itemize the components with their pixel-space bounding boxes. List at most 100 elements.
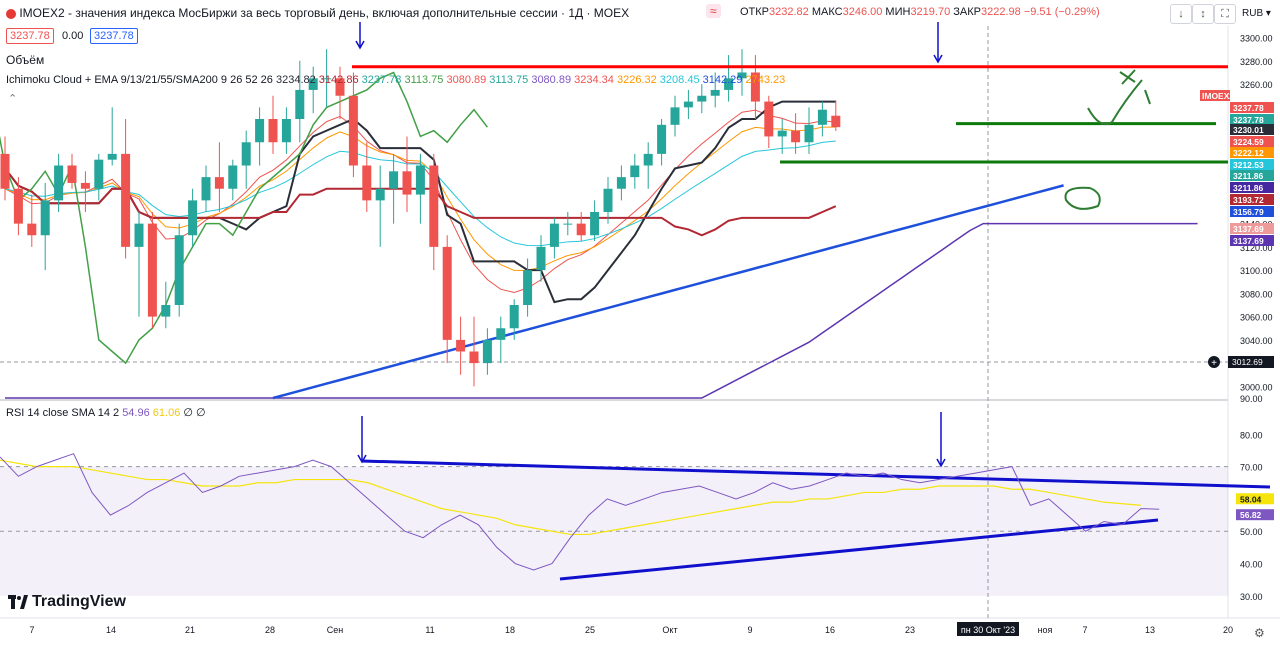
candle-body xyxy=(737,72,747,79)
ohlc-readout: ОТКР3232.82 МАКС3246.00 МИН3219.70 ЗАКР3… xyxy=(740,6,1100,18)
ichimoku-legend-value: 3113.75 xyxy=(486,74,529,86)
rsi-tag-label: 56.82 xyxy=(1240,510,1262,520)
symbol-header[interactable]: IMOEX2 - значения индекса МосБиржи за ве… xyxy=(6,6,629,20)
rsi-tag-label: 58.04 xyxy=(1240,494,1262,504)
tradingview-logo[interactable]: TradingView xyxy=(8,593,126,611)
rsi-axis-label: 70.00 xyxy=(1240,463,1263,473)
ichimoku-legend-value: 3234.82 xyxy=(275,74,316,86)
ichimoku-legend: Ichimoku Cloud + EMA 9/13/21/55/SMA200 9… xyxy=(6,74,785,86)
cursor-price-label: 3012.69 xyxy=(1232,357,1263,367)
currency-select[interactable]: RUB ▾ xyxy=(1242,8,1271,19)
candle-body xyxy=(255,119,265,143)
open-value: 3232.82 xyxy=(769,6,809,18)
price-axis-label: 3000.00 xyxy=(1240,382,1273,392)
cloud-span-b xyxy=(5,222,1198,399)
candle-body xyxy=(670,107,680,125)
candle-body xyxy=(121,153,131,247)
candle-body xyxy=(683,101,693,108)
candle-body xyxy=(27,223,37,236)
high-value: 3246.00 xyxy=(842,6,883,18)
price-tag-box xyxy=(1230,206,1274,217)
candle-body xyxy=(241,142,251,166)
candle-body xyxy=(429,165,439,247)
ichimoku-legend-value: 3208.45 xyxy=(656,74,700,86)
ichimoku-legend-values: 3234.82 3142.86 3237.78 3113.75 3080.89 … xyxy=(276,74,785,86)
close-label: ЗАКР xyxy=(953,6,981,18)
price-tag-label: 3212.53 xyxy=(1233,160,1264,170)
rsi-axis-label: 50.00 xyxy=(1240,527,1263,537)
candle-body xyxy=(0,153,10,189)
rsi-legend-sma-value: 61.06 xyxy=(152,407,181,419)
candle-body xyxy=(335,78,345,96)
arrow-head xyxy=(936,458,946,468)
candle-body xyxy=(214,177,224,189)
candle-body xyxy=(375,188,385,201)
price-tag-label: 3156.79 xyxy=(1233,207,1264,217)
time-axis-label: Сен xyxy=(327,625,344,635)
ichimoku-legend-name: Ichimoku Cloud + EMA 9/13/21/55/SMA200 9… xyxy=(6,74,273,86)
time-axis-label: 16 xyxy=(825,625,835,635)
tradingview-mark-icon xyxy=(8,594,28,609)
collapse-chevron-icon[interactable]: ⌃ xyxy=(8,93,18,105)
candle-body xyxy=(228,165,238,189)
candle-body xyxy=(657,124,667,154)
scale-arrows-icon[interactable]: ↕ xyxy=(1192,4,1214,24)
price-tag-label: 3222.12 xyxy=(1233,148,1264,158)
candle-body xyxy=(348,95,358,166)
time-axis-label: 13 xyxy=(1145,625,1155,635)
cross-mark-drawing xyxy=(1119,69,1151,105)
buy-price-pill[interactable]: 3237.78 xyxy=(90,28,138,44)
settings-gear-icon[interactable]: ⚙ xyxy=(1254,626,1265,640)
time-axis-label: 20 xyxy=(1223,625,1233,635)
price-tag-box xyxy=(1230,170,1274,181)
low-value: 3219.70 xyxy=(910,6,951,18)
price-tag-box xyxy=(1230,194,1274,205)
spread-value: 0.00 xyxy=(62,30,84,42)
price-axis-label: 3040.00 xyxy=(1240,336,1273,346)
price-tag-label: 3237.78 xyxy=(1233,115,1264,125)
price-tag-label: 3211.86 xyxy=(1233,183,1264,193)
price-axis-label: 3260.00 xyxy=(1240,80,1273,90)
rsi-legend-name: RSI 14 close SMA 14 2 xyxy=(6,407,120,419)
price-axis-label: 3100.00 xyxy=(1240,266,1273,276)
price-tag-box xyxy=(1230,235,1274,246)
sell-price-pill[interactable]: 3237.78 xyxy=(6,28,54,44)
price-axis-label: 90.00 xyxy=(1240,394,1263,404)
rsi-legend-empty-2: ∅ xyxy=(196,407,206,419)
high-label: МАКС xyxy=(811,6,843,18)
price-tag-box xyxy=(1230,147,1274,158)
ichimoku-legend-value: 3234.34 xyxy=(571,74,614,86)
price-tag-box xyxy=(1200,90,1230,101)
fullscreen-icon[interactable]: ⛶ xyxy=(1214,4,1236,24)
rsi-legend-value: 54.96 xyxy=(122,407,150,419)
currency-label: RUB xyxy=(1242,8,1264,19)
rsi-legend: RSI 14 close SMA 14 2 54.96 61.06 ∅ ∅ xyxy=(6,406,206,419)
time-axis: 7 14 21 28 Сен 11 18 25 Окт 9 16 23 ноя 7 13 20 пн 30 Ок… xyxy=(29,622,1233,636)
scale-down-icon[interactable]: ↓ xyxy=(1170,4,1192,24)
time-axis-label: 14 xyxy=(106,625,116,635)
price-tag-box xyxy=(1230,136,1274,147)
candle-body xyxy=(281,119,291,143)
price-tag-label: 3137.69 xyxy=(1233,224,1264,234)
chart-title: IMOEX2 - значения индекса МосБиржи за ве… xyxy=(19,6,630,20)
close-value: 3222.98 xyxy=(981,6,1021,18)
candle-body xyxy=(643,153,653,166)
arrow-head xyxy=(355,40,365,50)
candle-body xyxy=(590,212,600,236)
candle-body xyxy=(67,165,77,183)
rsi-tag-box xyxy=(1236,509,1274,521)
candle-body xyxy=(188,200,198,236)
candle-body xyxy=(147,223,157,317)
price-tag-label: 3193.72 xyxy=(1233,195,1264,205)
candle-body xyxy=(40,200,50,236)
alert-icon[interactable]: ≈ xyxy=(706,4,721,18)
rsi-trendline-upper xyxy=(361,459,1271,489)
symbol-icon xyxy=(6,8,16,19)
volume-label: Объём xyxy=(6,53,45,67)
candle-body xyxy=(750,72,760,102)
candle-body xyxy=(161,305,171,317)
candle-body xyxy=(107,153,117,160)
candle-body xyxy=(201,177,211,201)
candle-body xyxy=(456,339,466,352)
